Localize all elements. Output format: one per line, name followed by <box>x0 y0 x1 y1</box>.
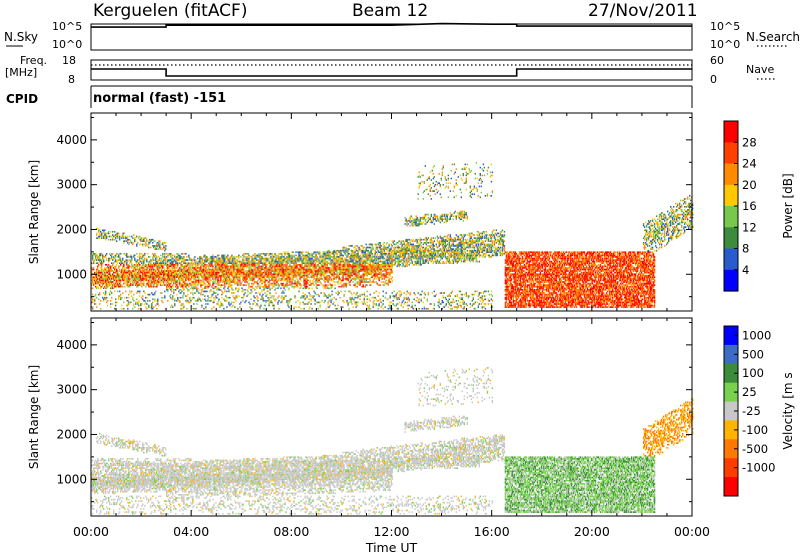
power-heatmap <box>91 162 693 309</box>
colorbar-tick-label: 24 <box>742 157 757 171</box>
colorbar-tick-label: 25 <box>742 385 757 399</box>
colorbar-tick-label: 20 <box>742 178 757 192</box>
freq-frame <box>91 60 692 80</box>
colorbar-label: Velocity [m s <box>781 372 795 449</box>
y-tick-label: 4000 <box>56 133 87 147</box>
colorbar-label: Power [dB] <box>781 173 795 238</box>
colorbar-cell <box>724 164 738 186</box>
velocity-heatmap <box>91 367 693 514</box>
x-tick-label: 04:00 <box>173 524 209 539</box>
colorbar-tick-label: 16 <box>742 199 757 213</box>
colorbar-tick-label: 12 <box>742 220 757 234</box>
colorbar-tick-label: 500 <box>742 347 764 361</box>
colorbar-tick-label: 4 <box>742 263 749 277</box>
power-colorbar: 4 8 12 16 20 24 28 Power [dB] <box>724 121 795 292</box>
nsky-frame <box>91 24 692 50</box>
colorbar-cell <box>724 185 738 207</box>
colorbar-tick-label: -1000 <box>742 461 775 475</box>
velocity-colorbar: 1000 500 100 25 -25 -100 -500 -1000 Velocity [m … <box>724 326 795 497</box>
y-tick-label: 3000 <box>56 178 87 192</box>
colorbar-cell <box>724 142 738 164</box>
colorbar-cell <box>724 477 738 496</box>
x-tick-label: 16:00 <box>474 524 510 539</box>
x-axis-label: Time UT <box>365 540 418 554</box>
colorbar-cell <box>724 121 738 143</box>
y-axis-label: Slant Range [km] <box>27 160 41 264</box>
radar-figure: 1000 2000 3000 4000 Slant Range [km] 4 8 12 16 20… <box>0 0 800 554</box>
colorbar-cell <box>724 227 738 249</box>
x-tick-label: 20:00 <box>574 524 610 539</box>
colorbar-tick-label: 8 <box>742 242 749 256</box>
y-tick-label: 1000 <box>56 472 87 486</box>
y-tick-label: 4000 <box>56 338 87 352</box>
x-tick-label: 12:00 <box>373 524 409 539</box>
x-tick-label: 00:00 <box>73 524 109 539</box>
colorbar-cell <box>724 270 738 292</box>
colorbar-tick-label: -500 <box>742 442 768 456</box>
colorbar-tick-label: 1000 <box>742 328 771 342</box>
x-tick-label: 08:00 <box>273 524 309 539</box>
colorbar-tick-label: -25 <box>742 404 761 418</box>
colorbar-tick-label: 100 <box>742 366 764 380</box>
y-tick-label: 2000 <box>56 427 87 441</box>
freq-line <box>91 69 692 76</box>
x-tick-label: 00:00 <box>674 524 710 539</box>
y-tick-label: 1000 <box>56 267 87 281</box>
colorbar-cell <box>724 249 738 271</box>
y-tick-label: 3000 <box>56 383 87 397</box>
colorbar-tick-label: -100 <box>742 423 768 437</box>
colorbar-cell <box>724 206 738 228</box>
y-tick-label: 2000 <box>56 222 87 236</box>
colorbar-tick-label: 28 <box>742 135 757 149</box>
y-axis-label: Slant Range [km] <box>27 365 41 469</box>
